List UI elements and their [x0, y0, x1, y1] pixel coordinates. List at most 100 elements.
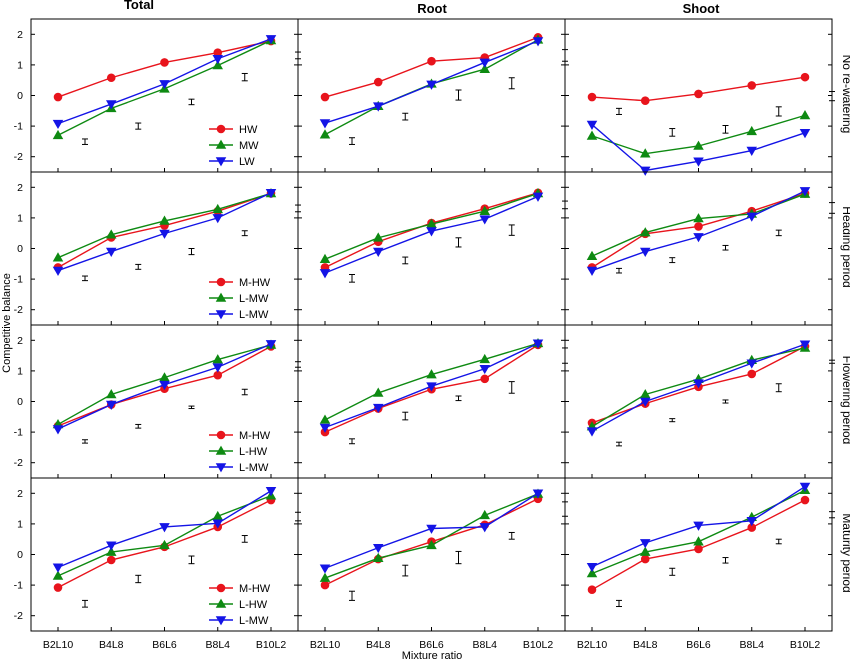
- data-point: [265, 340, 277, 350]
- legend-marker: [215, 157, 227, 167]
- data-point: [479, 353, 491, 364]
- legend-label: MW: [239, 140, 259, 152]
- data-point: [52, 425, 64, 435]
- x-tick-label: B10L2: [256, 639, 287, 651]
- y-tick-label: -1: [14, 274, 23, 286]
- y-tick-label: 1: [17, 212, 23, 224]
- panel-total-1: -2 -1 0 1 2 M-HW L-MW L-MW: [14, 171, 301, 326]
- legend-marker: [216, 430, 226, 440]
- data-point: [587, 92, 597, 102]
- data-point: [532, 339, 544, 349]
- data-point: [746, 125, 758, 136]
- data-point: [800, 72, 810, 82]
- data-point: [212, 54, 224, 65]
- data-point: [319, 253, 331, 264]
- data-point: [52, 266, 64, 276]
- y-tick-label: -2: [14, 610, 23, 622]
- data-point: [320, 580, 330, 590]
- panel-frame: [564, 477, 833, 632]
- data-point: [480, 374, 490, 384]
- column-title-shoot: Shoot: [683, 1, 720, 16]
- data-point: [426, 539, 437, 550]
- x-tick-label: B6L6: [152, 639, 177, 651]
- panel-total-0: -2 -1 0 1 2 HW MW LW: [14, 18, 301, 173]
- panel-frame: [564, 171, 833, 326]
- legend-label: L-HW: [239, 599, 268, 611]
- data-point: [693, 233, 704, 243]
- data-point: [373, 77, 383, 87]
- x-tick-label: B10L2: [790, 639, 821, 651]
- legend-marker: [216, 124, 226, 134]
- data-point: [319, 572, 331, 582]
- x-tick-label: B2L10: [43, 639, 74, 651]
- data-point: [52, 129, 64, 140]
- y-tick-label: 0: [17, 243, 23, 255]
- panel-root-1: [297, 171, 568, 326]
- column-titles: Total Root Shoot: [124, 0, 720, 16]
- data-point: [479, 215, 491, 225]
- y-tick-label: 1: [17, 59, 23, 71]
- data-point: [639, 166, 651, 176]
- data-point: [479, 58, 491, 68]
- row-titles: No re-watering Heading period Flowering …: [840, 55, 850, 593]
- row-title-no-rewatering: No re-watering: [840, 55, 850, 134]
- x-tick-label: B10L2: [523, 639, 554, 651]
- data-point: [372, 403, 384, 414]
- legend-marker: [216, 277, 226, 287]
- x-tick-label: B2L10: [310, 639, 341, 651]
- data-point: [586, 266, 598, 276]
- data-point: [159, 215, 170, 225]
- y-axis-label: Competitive balance: [1, 273, 13, 373]
- data-point: [319, 129, 331, 139]
- data-point: [212, 60, 224, 70]
- legend-marker: [216, 583, 226, 593]
- data-point: [320, 92, 330, 102]
- column-title-root: Root: [417, 1, 447, 16]
- data-point: [52, 570, 64, 580]
- y-tick-label: -1: [14, 427, 23, 439]
- data-point: [799, 340, 811, 350]
- data-point: [639, 148, 651, 158]
- data-point: [586, 130, 598, 140]
- y-tick-label: 0: [17, 90, 23, 102]
- data-point: [693, 157, 704, 167]
- x-tick-label: B2L10: [577, 639, 608, 651]
- legend-marker: [215, 292, 227, 302]
- y-tick-label: -1: [14, 580, 23, 592]
- data-point: [746, 146, 758, 156]
- data-point: [319, 119, 331, 129]
- data-point: [159, 523, 170, 533]
- data-point: [532, 37, 544, 47]
- x-tick-label: B4L8: [366, 639, 391, 651]
- legend-label: LW: [239, 156, 255, 168]
- y-tick-label: -1: [14, 121, 23, 133]
- panel-shoot-0: [564, 18, 835, 176]
- x-tick-label: B4L8: [633, 639, 658, 651]
- x-tick-label: B8L4: [205, 639, 230, 651]
- data-point: [105, 400, 117, 410]
- data-point: [265, 487, 277, 497]
- data-point: [426, 227, 437, 237]
- legend-marker: [215, 463, 227, 473]
- data-point: [372, 552, 384, 562]
- data-point: [372, 102, 384, 112]
- data-point: [212, 354, 224, 364]
- data-point: [265, 189, 277, 199]
- data-point: [52, 252, 64, 262]
- panel-root-0: [297, 18, 568, 173]
- data-point: [746, 212, 758, 222]
- data-point: [639, 227, 651, 237]
- data-point: [427, 56, 436, 66]
- data-point: [319, 414, 331, 424]
- data-point: [160, 58, 169, 67]
- data-point: [53, 92, 63, 102]
- x-tick-label: B6L6: [686, 639, 711, 651]
- data-point: [694, 89, 703, 99]
- series-line: [324, 493, 539, 579]
- legend-label: L-MW: [239, 293, 269, 305]
- panel-total-2: -2 -1 0 1 2 M-HW L-HW L-MW: [14, 324, 301, 479]
- x-tick-label: B8L4: [472, 639, 497, 651]
- data-point: [106, 555, 116, 565]
- series-line: [324, 342, 539, 421]
